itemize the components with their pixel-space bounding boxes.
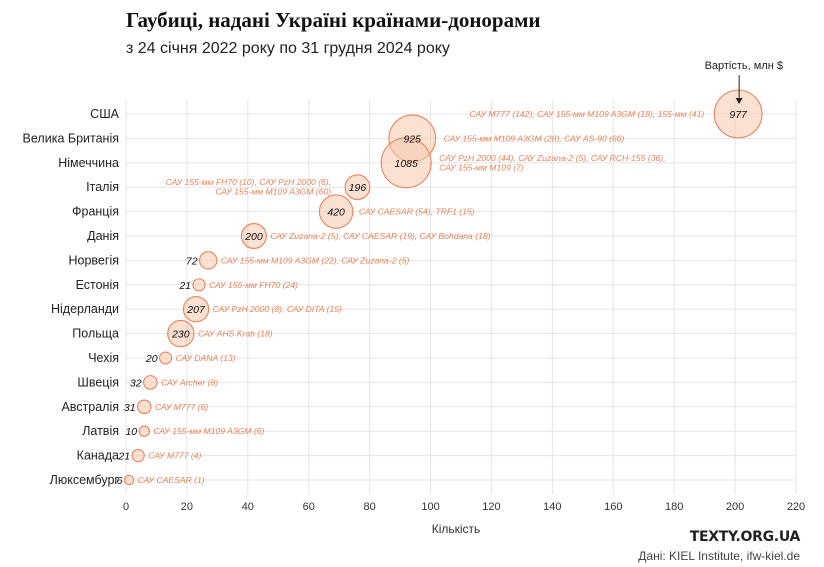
annotation-note: САУ 155-мм M109 A3GM (22), САУ Zuzana-2 … bbox=[221, 255, 410, 265]
value-label: 230 bbox=[171, 329, 190, 341]
legend-arrow-head bbox=[735, 98, 743, 104]
annotation-note: САУ 155-мм FH70 (24) bbox=[209, 280, 298, 290]
bubble[interactable] bbox=[159, 351, 173, 365]
country-label: Велика Британія bbox=[23, 131, 119, 145]
country-label: Данія bbox=[87, 229, 119, 243]
annotation-note: САУ Archer (8) bbox=[161, 377, 218, 387]
value-label: 32 bbox=[130, 377, 142, 389]
x-axis: 0 20 40 60 80 100 120 140 160 180 200 220 Кількість bbox=[123, 501, 805, 536]
annotation-note: САУ CAESAR (54), TRF1 (15) bbox=[359, 207, 475, 217]
bubble[interactable] bbox=[199, 251, 218, 270]
country-label: Латвія bbox=[82, 424, 119, 438]
country-label: Австралія bbox=[61, 400, 119, 414]
x-tick-label: 20 bbox=[181, 501, 193, 513]
grid bbox=[125, 100, 797, 494]
bubble[interactable] bbox=[138, 425, 150, 437]
annotation-note: САУ Zuzana-2 (5), САУ CAESAR (19), САУ B… bbox=[270, 231, 490, 241]
x-tick-label: 100 bbox=[421, 501, 439, 513]
chart-title: Гаубиці, надані Україні країнами-донорам… bbox=[126, 8, 541, 32]
x-tick-label: 180 bbox=[665, 501, 683, 513]
value-label: 20 bbox=[145, 353, 158, 365]
value-label: 925 bbox=[404, 133, 422, 145]
annotation-note: САУ AHS Krab (18) bbox=[198, 329, 273, 339]
annotation-note: САУ M777 (142), САУ 155-мм M109 A3GM (18… bbox=[470, 109, 705, 119]
country-label: Нідерланди bbox=[51, 302, 119, 316]
x-tick-label: 120 bbox=[482, 501, 500, 513]
bubble[interactable] bbox=[192, 278, 206, 292]
country-label: Естонія bbox=[76, 278, 119, 292]
annotation-note: САУ 155-мм M109 A3GM (60) bbox=[215, 187, 331, 197]
annotation-note: САУ 155-мм FH70 (10), САУ PzH 2000 (6), bbox=[166, 177, 331, 187]
value-label: 1085 bbox=[395, 158, 419, 170]
bubble[interactable] bbox=[143, 375, 158, 390]
value-label: 207 bbox=[186, 304, 206, 316]
value-label: 420 bbox=[327, 207, 345, 219]
x-tick-label: 160 bbox=[604, 501, 622, 513]
annotation-note: САУ DANA (13) bbox=[176, 353, 236, 363]
country-label: Норвегія bbox=[69, 253, 120, 267]
value-label: 21 bbox=[117, 451, 130, 463]
bubble[interactable] bbox=[182, 296, 210, 323]
country-label: Чехія bbox=[88, 351, 119, 365]
country-label: Люксембург bbox=[50, 473, 120, 487]
bubble[interactable] bbox=[131, 448, 145, 463]
value-label: 977 bbox=[729, 109, 748, 121]
bubble[interactable] bbox=[713, 89, 763, 139]
x-tick-label: 60 bbox=[303, 501, 315, 513]
annotation-note: САУ M777 (6) bbox=[155, 402, 208, 412]
country-label: Італія bbox=[86, 180, 119, 194]
country-label: Німеччина bbox=[58, 156, 119, 170]
value-label: 10 bbox=[125, 426, 137, 438]
country-labels: США Велика Британія Німеччина Італія Франція… bbox=[23, 107, 120, 487]
value-label: 6 bbox=[117, 475, 123, 487]
source-note: Дані: KIEL Institute, ifw-kiel.de bbox=[638, 549, 800, 563]
bubble[interactable] bbox=[137, 399, 152, 415]
x-tick-label: 0 bbox=[123, 501, 129, 513]
annotation-note: САУ 155-мм M109 A3GM (28), САУ AS-90 (66… bbox=[444, 133, 625, 143]
chart-subtitle: з 24 січня 2022 року по 31 грудня 2024 р… bbox=[126, 40, 450, 57]
annotation-note: САУ PzH 2000 (8), САУ DITA (15) bbox=[213, 304, 342, 314]
value-label: 200 bbox=[244, 231, 263, 243]
brand-logo[interactable]: TEXTY.ORG.UA bbox=[689, 529, 801, 545]
country-label: Канада bbox=[77, 449, 119, 463]
bubble[interactable] bbox=[344, 174, 371, 201]
country-label: США bbox=[90, 107, 119, 121]
bubble[interactable] bbox=[318, 194, 354, 229]
x-tick-label: 140 bbox=[543, 501, 561, 513]
country-label: Польща bbox=[72, 327, 119, 341]
bubble[interactable] bbox=[123, 474, 135, 486]
annotations: 977 САУ M777 (142), САУ 155-мм M109 A3GM … bbox=[117, 109, 748, 487]
value-label: 21 bbox=[178, 280, 191, 292]
size-legend-label: Вартість, млн $ bbox=[705, 60, 783, 72]
annotation-note: САУ M777 (4) bbox=[148, 451, 201, 461]
annotation-note: САУ 155-мм M109 A3GM (6) bbox=[153, 426, 264, 436]
value-label: 196 bbox=[349, 182, 367, 194]
x-tick-label: 220 bbox=[787, 501, 805, 513]
bubble[interactable] bbox=[380, 137, 432, 189]
x-tick-label: 200 bbox=[726, 501, 744, 513]
x-tick-label: 40 bbox=[242, 501, 254, 513]
bubbles bbox=[123, 89, 763, 486]
x-axis-title: Кількість bbox=[432, 522, 481, 536]
annotation-note: САУ 155-мм M109 (7) bbox=[439, 162, 524, 172]
country-label: Франція bbox=[72, 205, 119, 219]
annotation-note: САУ CAESAR (1) bbox=[138, 475, 205, 485]
country-label: Швеція bbox=[77, 375, 119, 389]
value-label: 31 bbox=[124, 402, 136, 414]
value-label: 72 bbox=[186, 255, 198, 267]
size-legend: Вартість, млн $ bbox=[705, 60, 783, 104]
annotation-note: САУ PzH 2000 (44), САУ Zuzana-2 (5), САУ… bbox=[439, 153, 665, 163]
bubble[interactable] bbox=[240, 223, 267, 249]
x-tick-label: 80 bbox=[364, 501, 376, 513]
bubble[interactable] bbox=[167, 319, 195, 348]
